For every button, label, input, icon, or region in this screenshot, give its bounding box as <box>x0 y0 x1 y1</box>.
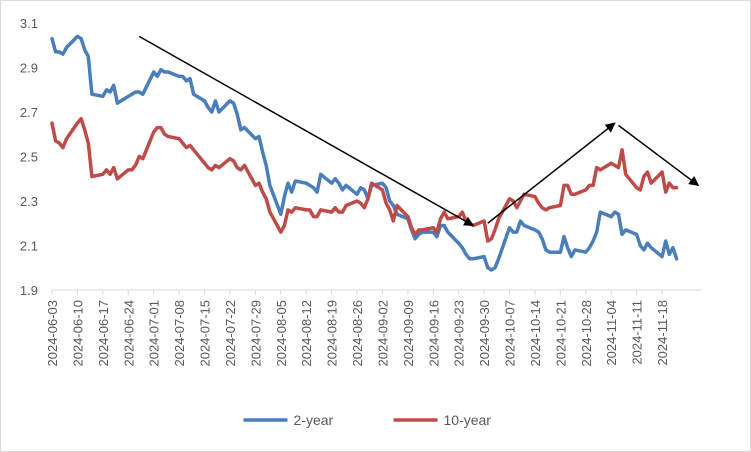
x-tick-label: 2024-08-05 <box>274 300 289 367</box>
x-tick-label: 2024-09-30 <box>477 300 492 367</box>
x-tick-label: 2024-08-19 <box>325 300 340 367</box>
x-tick-label: 2024-10-28 <box>579 300 594 367</box>
y-tick-label: 3.1 <box>20 16 38 31</box>
legend-label: 10-year <box>444 412 492 428</box>
x-tick-label: 2024-11-11 <box>630 300 645 365</box>
x-tick-label: 2024-08-26 <box>350 300 365 367</box>
x-axis: 2024-06-03 2024-06-10 2024-06-17 2024-06-24… <box>45 289 702 367</box>
y-tick-label: 2.3 <box>20 194 38 209</box>
x-tick-label: 2024-10-21 <box>553 300 568 367</box>
x-tick-label: 2024-07-01 <box>147 300 162 367</box>
y-tick-label: 2.9 <box>20 61 38 76</box>
x-tick-label: 2024-06-10 <box>70 300 85 367</box>
series-line-2-year <box>50 34 679 272</box>
series-line-10-year <box>50 116 679 243</box>
x-tick-label: 2024-11-04 <box>604 300 619 366</box>
y-tick-label: 2.7 <box>20 105 38 120</box>
x-tick-label: 2024-10-07 <box>503 300 518 367</box>
trend-arrow-3 <box>618 124 700 187</box>
x-tick-label: 2024-09-16 <box>426 300 441 367</box>
trend-arrow-2 <box>487 122 616 224</box>
x-tick-label: 2024-07-15 <box>198 300 213 367</box>
x-tick-label: 2024-08-12 <box>299 300 314 367</box>
x-tick-label: 2024-10-14 <box>528 300 543 367</box>
legend: 2-year 10-year <box>243 412 492 428</box>
x-tick-label: 2024-06-17 <box>96 300 111 367</box>
legend-label: 2-year <box>294 412 334 428</box>
x-tick-label: 2024-07-22 <box>223 300 238 367</box>
y-axis: 1.9 2.1 2.3 2.5 2.7 2.9 3.1 <box>20 16 38 298</box>
x-tick-label: 2024-07-08 <box>172 300 187 367</box>
x-tick-label: 2024-06-24 <box>121 300 136 367</box>
annotation-layer <box>138 35 700 227</box>
x-tick-label: 2024-06-03 <box>45 300 60 367</box>
y-tick-label: 1.9 <box>20 283 38 298</box>
series-layer <box>50 34 679 272</box>
y-tick-label: 2.1 <box>20 239 38 254</box>
x-tick-label: 2024-09-09 <box>401 300 416 367</box>
x-tick-label: 2024-09-23 <box>452 300 467 367</box>
x-tick-label: 2024-11-18 <box>655 300 670 366</box>
x-tick-label: 2024-09-02 <box>375 300 390 367</box>
trend-arrow-1 <box>138 35 475 227</box>
x-tick-label: 2024-07-29 <box>248 300 263 367</box>
y-tick-label: 2.5 <box>20 150 38 165</box>
